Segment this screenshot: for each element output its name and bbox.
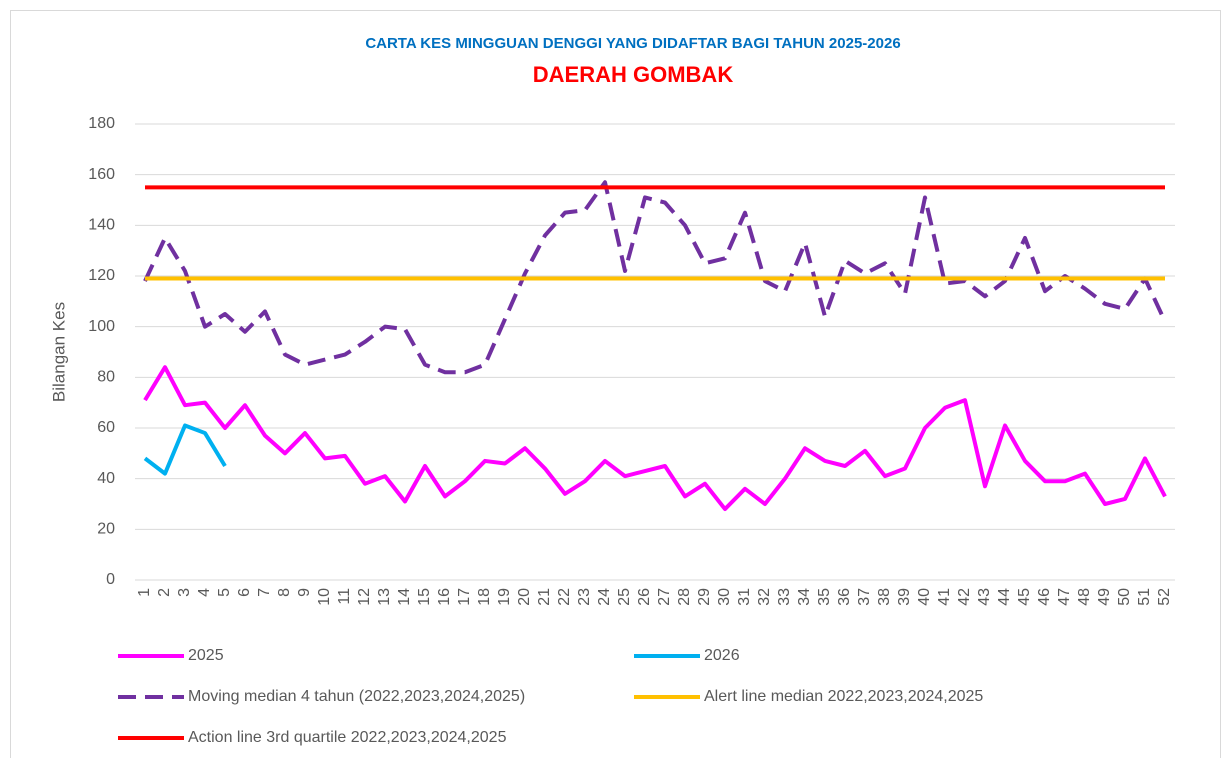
x-tick-label: 40	[916, 588, 933, 606]
chart-subtitle: DAERAH GOMBAK	[533, 62, 734, 87]
x-tick-label: 8	[276, 588, 293, 597]
x-tick-label: 33	[776, 588, 793, 606]
series-line	[143, 180, 1167, 375]
x-tick-label: 42	[956, 588, 973, 606]
x-tick-label: 2	[156, 588, 173, 597]
legend-label: Moving median 4 tahun (2022,2023,2024,20…	[188, 688, 525, 705]
x-tick-label: 49	[1096, 588, 1113, 606]
x-tick-label: 32	[756, 588, 773, 606]
x-tick-label: 48	[1076, 588, 1093, 606]
x-tick-label: 13	[376, 588, 393, 606]
x-tick-label: 39	[896, 588, 913, 606]
x-tick-label: 6	[236, 588, 253, 597]
series-line	[143, 423, 227, 476]
y-tick-label: 20	[97, 521, 115, 538]
x-tick-label: 24	[596, 588, 613, 606]
x-tick-label: 9	[296, 588, 313, 597]
y-axis-title: Bilangan Kes	[49, 302, 68, 402]
legend-label: Alert line median 2022,2023,2024,2025	[704, 688, 983, 705]
x-tick-label: 18	[476, 588, 493, 606]
x-tick-label: 25	[616, 588, 633, 606]
x-tick-label: 44	[996, 588, 1013, 606]
x-tick-label: 50	[1116, 588, 1133, 606]
x-tick-label: 22	[556, 588, 573, 606]
x-tick-label: 19	[496, 588, 513, 606]
x-tick-label: 3	[176, 588, 193, 597]
x-tick-label: 36	[836, 588, 853, 606]
x-tick-label: 30	[716, 588, 733, 606]
x-tick-label: 21	[536, 588, 553, 606]
chart-title: CARTA KES MINGGUAN DENGGI YANG DIDAFTAR …	[365, 35, 900, 52]
series-line	[143, 365, 1167, 512]
x-tick-label: 38	[876, 588, 893, 606]
y-tick-label: 100	[88, 318, 115, 335]
x-tick-label: 31	[736, 588, 753, 606]
x-tick-label: 4	[196, 588, 213, 597]
y-tick-label: 80	[97, 369, 115, 386]
x-tick-label: 27	[656, 588, 673, 606]
y-tick-label: 180	[88, 115, 115, 132]
legend-label: 2026	[704, 647, 740, 664]
x-tick-label: 52	[1156, 588, 1173, 606]
legend-label: Action line 3rd quartile 2022,2023,2024,…	[188, 729, 507, 746]
y-tick-label: 60	[97, 419, 115, 436]
x-tick-label: 12	[356, 588, 373, 606]
y-tick-label: 40	[97, 470, 115, 487]
x-tick-label: 7	[256, 588, 273, 597]
x-tick-label: 35	[816, 588, 833, 606]
x-tick-label: 34	[796, 588, 813, 606]
x-tick-label: 20	[516, 588, 533, 606]
x-tick-label: 51	[1136, 588, 1153, 606]
chart-frame	[10, 10, 1221, 758]
y-tick-label: 120	[88, 267, 115, 284]
x-tick-label: 47	[1056, 588, 1073, 606]
x-tick-label: 37	[856, 588, 873, 606]
x-tick-label: 16	[436, 588, 453, 606]
x-tick-label: 43	[976, 588, 993, 606]
x-tick-label: 15	[416, 588, 433, 606]
x-tick-label: 1	[136, 588, 153, 597]
y-tick-label: 140	[88, 217, 115, 234]
x-tick-label: 11	[336, 588, 353, 605]
x-tick-label: 29	[696, 588, 713, 606]
x-tick-label: 14	[396, 588, 413, 606]
x-tick-label: 10	[316, 588, 333, 606]
y-tick-label: 0	[106, 571, 115, 588]
x-tick-label: 28	[676, 588, 693, 606]
x-tick-label: 26	[636, 588, 653, 606]
x-tick-label: 23	[576, 588, 593, 606]
x-tick-label: 41	[936, 588, 953, 606]
x-tick-label: 5	[216, 588, 233, 597]
y-tick-label: 160	[88, 166, 115, 183]
x-tick-label: 17	[456, 588, 473, 606]
legend-label: 2025	[188, 647, 224, 664]
x-tick-label: 46	[1036, 588, 1053, 606]
x-tick-label: 45	[1016, 588, 1033, 606]
